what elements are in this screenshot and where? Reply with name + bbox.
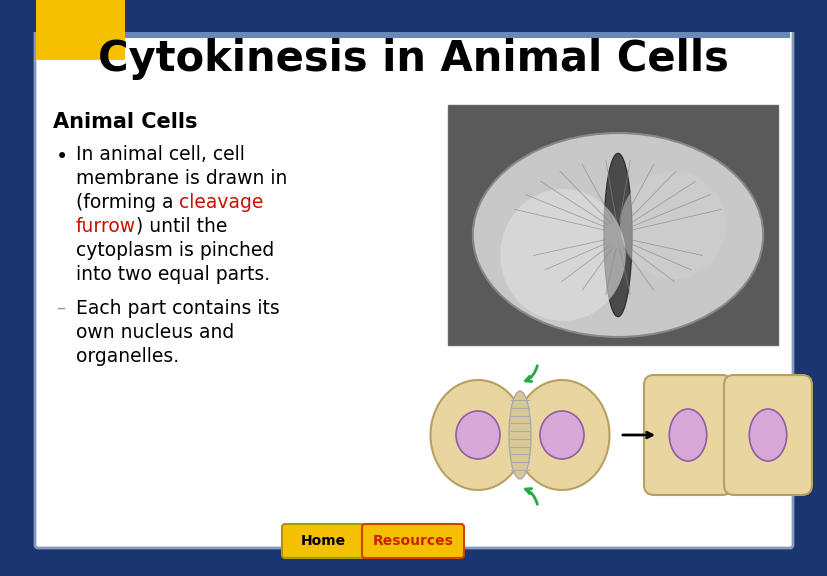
Bar: [38, 32, 789, 38]
FancyBboxPatch shape: [282, 524, 364, 558]
Ellipse shape: [456, 411, 500, 459]
Text: membrane is drawn in: membrane is drawn in: [76, 169, 287, 188]
Ellipse shape: [603, 153, 631, 317]
Text: Resources: Resources: [372, 534, 453, 548]
Text: (forming a: (forming a: [76, 193, 179, 212]
FancyBboxPatch shape: [723, 375, 811, 495]
Text: Animal Cells: Animal Cells: [53, 112, 198, 132]
Text: Home: Home: [300, 534, 345, 548]
Ellipse shape: [514, 380, 609, 490]
Text: organelles.: organelles.: [76, 347, 179, 366]
FancyBboxPatch shape: [643, 375, 731, 495]
Text: cleavage: cleavage: [179, 193, 264, 212]
Bar: [0, 0, 827, 32]
Ellipse shape: [472, 133, 762, 337]
Text: •: •: [56, 147, 68, 167]
Ellipse shape: [748, 409, 786, 461]
Ellipse shape: [668, 409, 706, 461]
Text: cytoplasm is pinched: cytoplasm is pinched: [76, 241, 274, 260]
Ellipse shape: [500, 189, 625, 321]
Text: Each part contains its: Each part contains its: [76, 299, 280, 318]
Text: into two equal parts.: into two equal parts.: [76, 265, 270, 284]
Text: ) until the: ) until the: [136, 217, 227, 236]
Text: own nucleus and: own nucleus and: [76, 323, 234, 342]
Ellipse shape: [619, 171, 725, 279]
FancyBboxPatch shape: [35, 27, 792, 548]
Text: –: –: [56, 299, 65, 317]
Ellipse shape: [430, 380, 525, 490]
Ellipse shape: [539, 411, 583, 459]
Bar: [447, 105, 777, 345]
Text: furrow: furrow: [76, 217, 136, 236]
Ellipse shape: [509, 391, 530, 479]
FancyBboxPatch shape: [361, 524, 463, 558]
Text: In animal cell, cell: In animal cell, cell: [76, 145, 245, 164]
Text: Cytokinesis in Animal Cells: Cytokinesis in Animal Cells: [98, 38, 728, 80]
FancyBboxPatch shape: [36, 0, 125, 60]
